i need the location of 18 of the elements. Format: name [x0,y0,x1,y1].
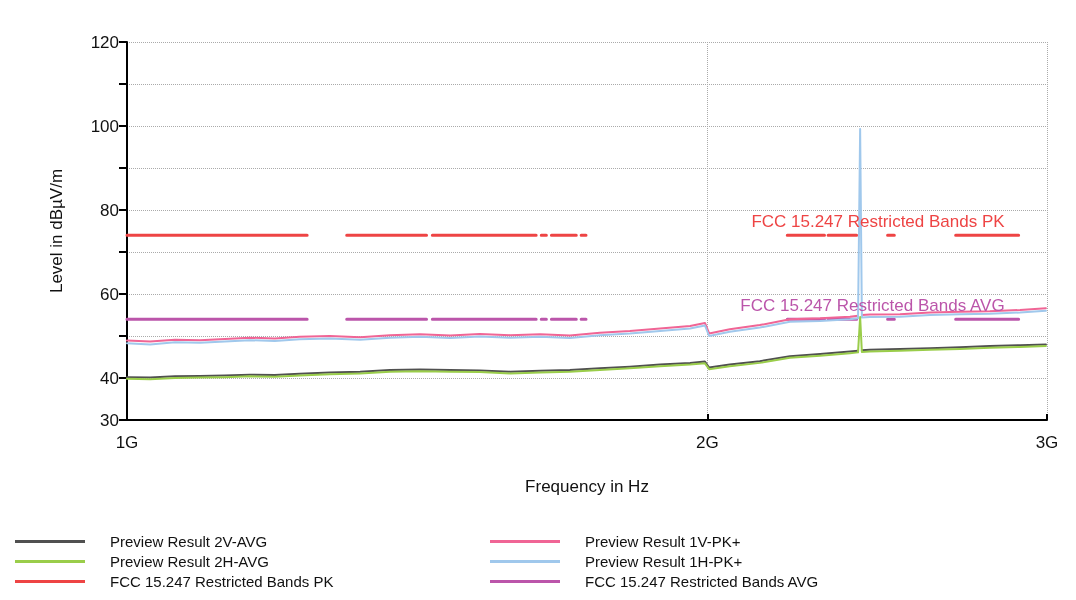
annotation: FCC 15.247 Restricted Bands PK [751,212,1006,232]
legend-label: Preview Result 2V-AVG [110,533,268,550]
legend-label: FCC 15.247 Restricted Bands AVG [585,573,819,590]
y-tick-label: 30 [100,410,119,430]
y-tick-label: 60 [100,284,119,304]
y-tick-label: 120 [90,32,119,52]
y-tick-label: 80 [100,200,119,220]
y-tick-label: 100 [90,116,119,136]
legend-label: Preview Result 1H-PK+ [585,553,743,570]
y-tick-label: 40 [100,368,119,388]
legend-label: Preview Result 1V-PK+ [585,533,741,550]
x-tick-label: 2G [696,433,719,452]
legend-label: Preview Result 2H-AVG [110,553,269,570]
legend-label: FCC 15.247 Restricted Bands PK [110,573,334,590]
x-tick-label: 1G [115,433,139,452]
y-axis-title: Level in dBµV/m [47,168,66,294]
x-tick-label: 3G [1035,433,1059,452]
x-axis-title: Frequency in Hz [525,477,649,496]
